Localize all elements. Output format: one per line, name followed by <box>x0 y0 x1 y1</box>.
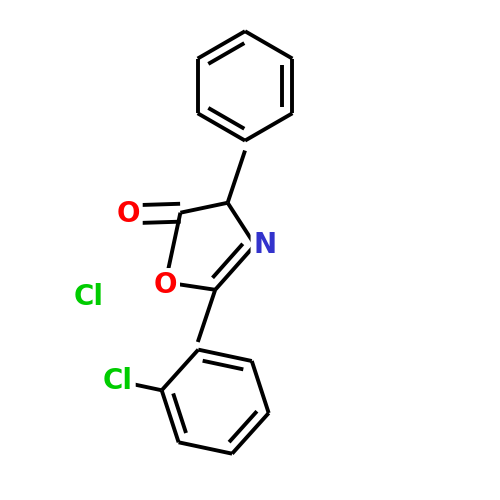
Text: O: O <box>116 200 140 228</box>
Text: N: N <box>254 231 276 259</box>
Text: Cl: Cl <box>74 283 104 311</box>
Text: Cl: Cl <box>103 367 133 395</box>
Text: O: O <box>154 271 177 299</box>
